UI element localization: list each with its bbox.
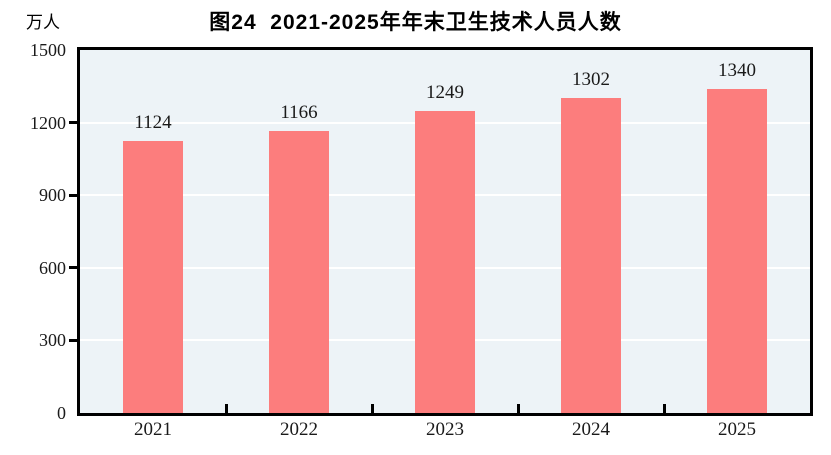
bar-value-label-2021: 1124	[134, 112, 172, 133]
x-axis-tick-1	[224, 404, 228, 413]
y-axis-label-900: 900	[39, 185, 66, 206]
y-axis-label-1500: 1500	[30, 40, 66, 60]
bar-value-label-2022: 1166	[280, 102, 318, 123]
bar-value-label-2023: 1249	[426, 82, 464, 103]
bar-2025	[707, 89, 767, 413]
bar-2022	[269, 131, 329, 413]
x-axis-label-2024: 2024	[572, 419, 610, 440]
chart-title: 图24 2021-2025年年末卫生技术人员人数	[209, 11, 622, 34]
y-axis-tick-600	[69, 266, 77, 270]
bar-2023	[415, 111, 475, 413]
x-axis-tick-4	[662, 404, 666, 413]
y-axis-tick-300	[69, 338, 77, 342]
y-axis-label-0: 0	[57, 403, 66, 423]
x-axis-tick-2	[370, 404, 374, 413]
x-axis-label-2025: 2025	[718, 419, 756, 440]
y-axis-unit-label: 万人	[26, 13, 60, 32]
plot-area: 1124 1166 1249 1302 1340	[69, 47, 813, 416]
bar-2021	[123, 141, 183, 413]
y-axis-tick-1200	[69, 121, 77, 125]
x-axis-label-2022: 2022	[280, 419, 318, 440]
x-axis-label-2023: 2023	[426, 419, 464, 440]
y-axis-label-600: 600	[39, 257, 66, 278]
bar-value-label-2025: 1340	[718, 60, 756, 81]
bar-value-label-2024: 1302	[572, 69, 610, 90]
y-axis-tick-900	[69, 193, 77, 197]
x-axis-tick-3	[516, 404, 520, 413]
y-axis-label-1200: 1200	[30, 112, 66, 133]
y-axis-label-300: 300	[39, 330, 66, 351]
x-axis-label-2021: 2021	[134, 419, 172, 440]
bar-2024	[561, 98, 621, 413]
